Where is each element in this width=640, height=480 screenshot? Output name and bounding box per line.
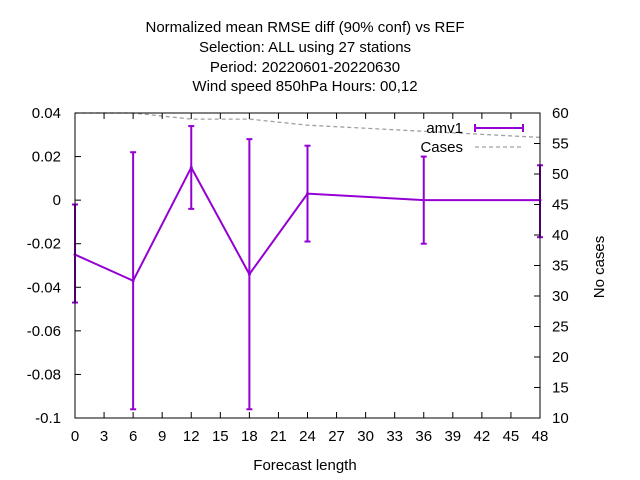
y-tick-label: 0 [53, 192, 61, 209]
y2-tick-label: 35 [552, 258, 569, 275]
x-tick-label: 30 [357, 428, 374, 445]
y2-axis-label: No cases [591, 236, 608, 299]
legend: amv1 Cases [420, 120, 524, 156]
x-tick-label: 45 [503, 428, 520, 445]
x-axis-label: Forecast length [253, 457, 356, 474]
series-layer [72, 112, 543, 411]
amv1-data-point [189, 165, 193, 169]
y2-tick-label: 40 [552, 227, 569, 244]
y2-tick-label: 60 [552, 105, 569, 122]
y-tick-label: -0.08 [27, 366, 61, 383]
legend-sample-amv1 [474, 124, 524, 132]
title-line-1: Normalized mean RMSE diff (90% conf) vs … [146, 19, 465, 36]
y2-tick-label: 25 [552, 319, 569, 336]
y-tick-label: 0.04 [32, 105, 61, 122]
y2-tick-label: 45 [552, 197, 569, 214]
legend-label-cases: Cases [420, 139, 463, 156]
y2-tick-label: 55 [552, 136, 569, 153]
x-tick-label: 48 [532, 428, 549, 445]
y2-tick-label: 30 [552, 288, 569, 305]
amv1-data-point [306, 192, 309, 196]
y2-tick-label: 10 [552, 410, 569, 427]
x-tick-label: 6 [129, 428, 137, 445]
x-tick-label: 9 [158, 428, 166, 445]
y2-tick-label: 15 [552, 380, 569, 397]
chart-title: Normalized mean RMSE diff (90% conf) vs … [146, 19, 465, 95]
y-tick-label: 0.02 [32, 149, 61, 166]
x-tick-label: 33 [386, 428, 403, 445]
legend-label-amv1: amv1 [426, 120, 463, 137]
y-tick-label: -0.04 [27, 279, 61, 296]
x-tick-label: 15 [212, 428, 229, 445]
tick-layer: 0 3 6 9 12 15 18 21 24 27 30 33 36 39 42 45 480.040.020-… [27, 105, 569, 445]
x-tick-label: 12 [183, 428, 200, 445]
y2-tick-label: 20 [552, 349, 569, 366]
title-line-4: Wind speed 850hPa Hours: 00,12 [192, 78, 417, 95]
x-tick-label: 0 [71, 428, 79, 445]
title-line-3: Period: 20220601-20220630 [210, 59, 400, 76]
x-tick-label: 42 [474, 428, 491, 445]
x-tick-label: 21 [270, 428, 287, 445]
y-tick-label: -0.06 [27, 323, 61, 340]
amv1-data-point [131, 279, 135, 283]
amv1-data-point [247, 272, 251, 276]
amv1-data-point [422, 198, 426, 202]
x-tick-label: 24 [299, 428, 316, 445]
title-line-2: Selection: ALL using 27 stations [199, 39, 411, 56]
x-tick-label: 3 [100, 428, 108, 445]
x-tick-label: 18 [241, 428, 258, 445]
x-tick-label: 36 [415, 428, 432, 445]
y-tick-label: -0.1 [35, 410, 61, 427]
y-tick-label: -0.02 [27, 236, 61, 253]
x-tick-label: 39 [444, 428, 461, 445]
y2-tick-label: 50 [552, 166, 569, 183]
x-tick-label: 27 [328, 428, 345, 445]
